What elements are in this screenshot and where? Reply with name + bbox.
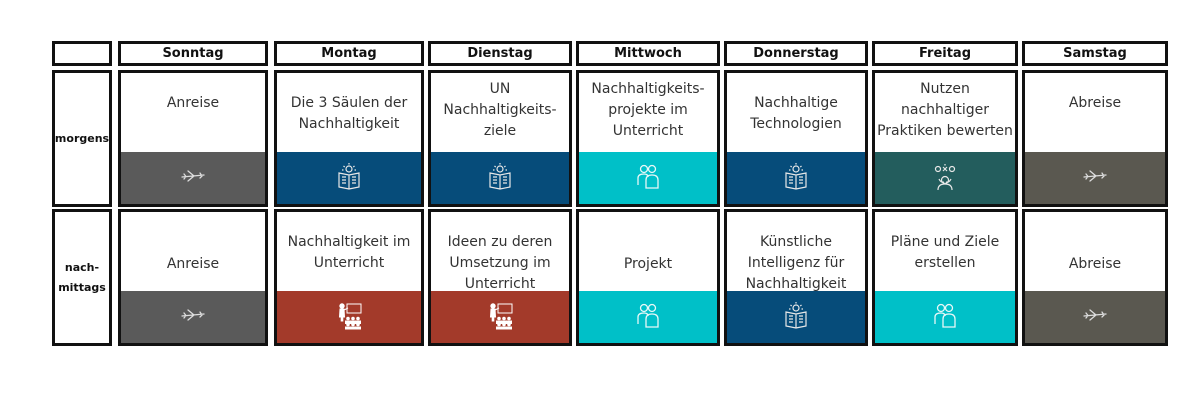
session-color-band — [875, 291, 1015, 343]
thinking-person-icon — [930, 161, 960, 195]
session-card: Ideen zu deren Umsetzung im Unterricht — [428, 209, 572, 346]
session-card: Abreise — [1022, 209, 1168, 346]
session-card: Nutzen nachhaltiger Praktiken bewerten — [872, 70, 1018, 207]
session-color-band — [431, 291, 569, 343]
airplane-icon — [178, 161, 208, 195]
header-corner — [52, 41, 112, 66]
session-title: Die 3 Säulen der Nachhaltigkeit — [290, 95, 408, 132]
session-color-band — [277, 152, 421, 204]
row-label-text: morgens — [54, 131, 110, 145]
day-header: Mittwoch — [576, 41, 720, 66]
session-title: Abreise — [1068, 95, 1122, 111]
session-title: Künstliche Intelligenz für Nachhaltigkei… — [745, 234, 847, 292]
session-card: Nachhaltige Technologien — [724, 70, 868, 207]
teacher-class-icon — [334, 300, 364, 334]
session-color-band — [121, 152, 265, 204]
session-card: Künstliche Intelligenz für Nachhaltigkei… — [724, 209, 868, 346]
row-label: nach- mittags — [52, 209, 112, 346]
session-color-band — [121, 291, 265, 343]
session-card: Abreise — [1022, 70, 1168, 207]
session-color-band — [1025, 152, 1165, 204]
session-card: Projekt — [576, 209, 720, 346]
session-title: Projekt — [623, 256, 673, 272]
session-color-band — [579, 291, 717, 343]
book-lightbulb-icon — [781, 300, 811, 334]
session-card: UN Nachhaltigkeits- ziele — [428, 70, 572, 207]
group-icon — [633, 161, 663, 195]
session-title: Abreise — [1068, 256, 1122, 272]
day-header: Montag — [274, 41, 424, 66]
session-title: UN Nachhaltigkeits- ziele — [443, 81, 557, 139]
session-title: Anreise — [166, 256, 220, 272]
book-lightbulb-icon — [781, 161, 811, 195]
session-card: Nachhaltigkeit im Unterricht — [274, 209, 424, 346]
session-color-band — [875, 152, 1015, 204]
book-lightbulb-icon — [334, 161, 364, 195]
day-header: Sonntag — [118, 41, 268, 66]
session-color-band — [727, 291, 865, 343]
airplane-icon — [1080, 161, 1110, 195]
session-title: Ideen zu deren Umsetzung im Unterricht — [447, 234, 553, 292]
group-icon — [633, 300, 663, 334]
session-color-band — [431, 152, 569, 204]
teacher-class-icon — [485, 300, 515, 334]
row-label-text: nach- mittags — [58, 260, 106, 294]
group-icon — [930, 300, 960, 334]
book-lightbulb-icon — [485, 161, 515, 195]
session-card: Anreise — [118, 209, 268, 346]
session-color-band — [727, 152, 865, 204]
row-label: morgens — [52, 70, 112, 207]
session-title: Nachhaltige Technologien — [750, 95, 842, 132]
session-card: Anreise — [118, 70, 268, 207]
day-header: Freitag — [872, 41, 1018, 66]
airplane-icon — [1080, 300, 1110, 334]
session-color-band — [1025, 291, 1165, 343]
session-color-band — [579, 152, 717, 204]
session-title: Nutzen nachhaltiger Praktiken bewerten — [877, 81, 1013, 139]
session-card: Pläne und Ziele erstellen — [872, 209, 1018, 346]
session-title: Anreise — [166, 95, 220, 111]
session-title: Nachhaltigkeits- projekte im Unterricht — [591, 81, 705, 139]
day-header: Samstag — [1022, 41, 1168, 66]
session-card: Nachhaltigkeits- projekte im Unterricht — [576, 70, 720, 207]
day-header: Donnerstag — [724, 41, 868, 66]
day-header: Dienstag — [428, 41, 572, 66]
session-card: Die 3 Säulen der Nachhaltigkeit — [274, 70, 424, 207]
session-title: Nachhaltigkeit im Unterricht — [287, 234, 411, 271]
session-color-band — [277, 291, 421, 343]
airplane-icon — [178, 300, 208, 334]
session-title: Pläne und Ziele erstellen — [890, 234, 1000, 271]
